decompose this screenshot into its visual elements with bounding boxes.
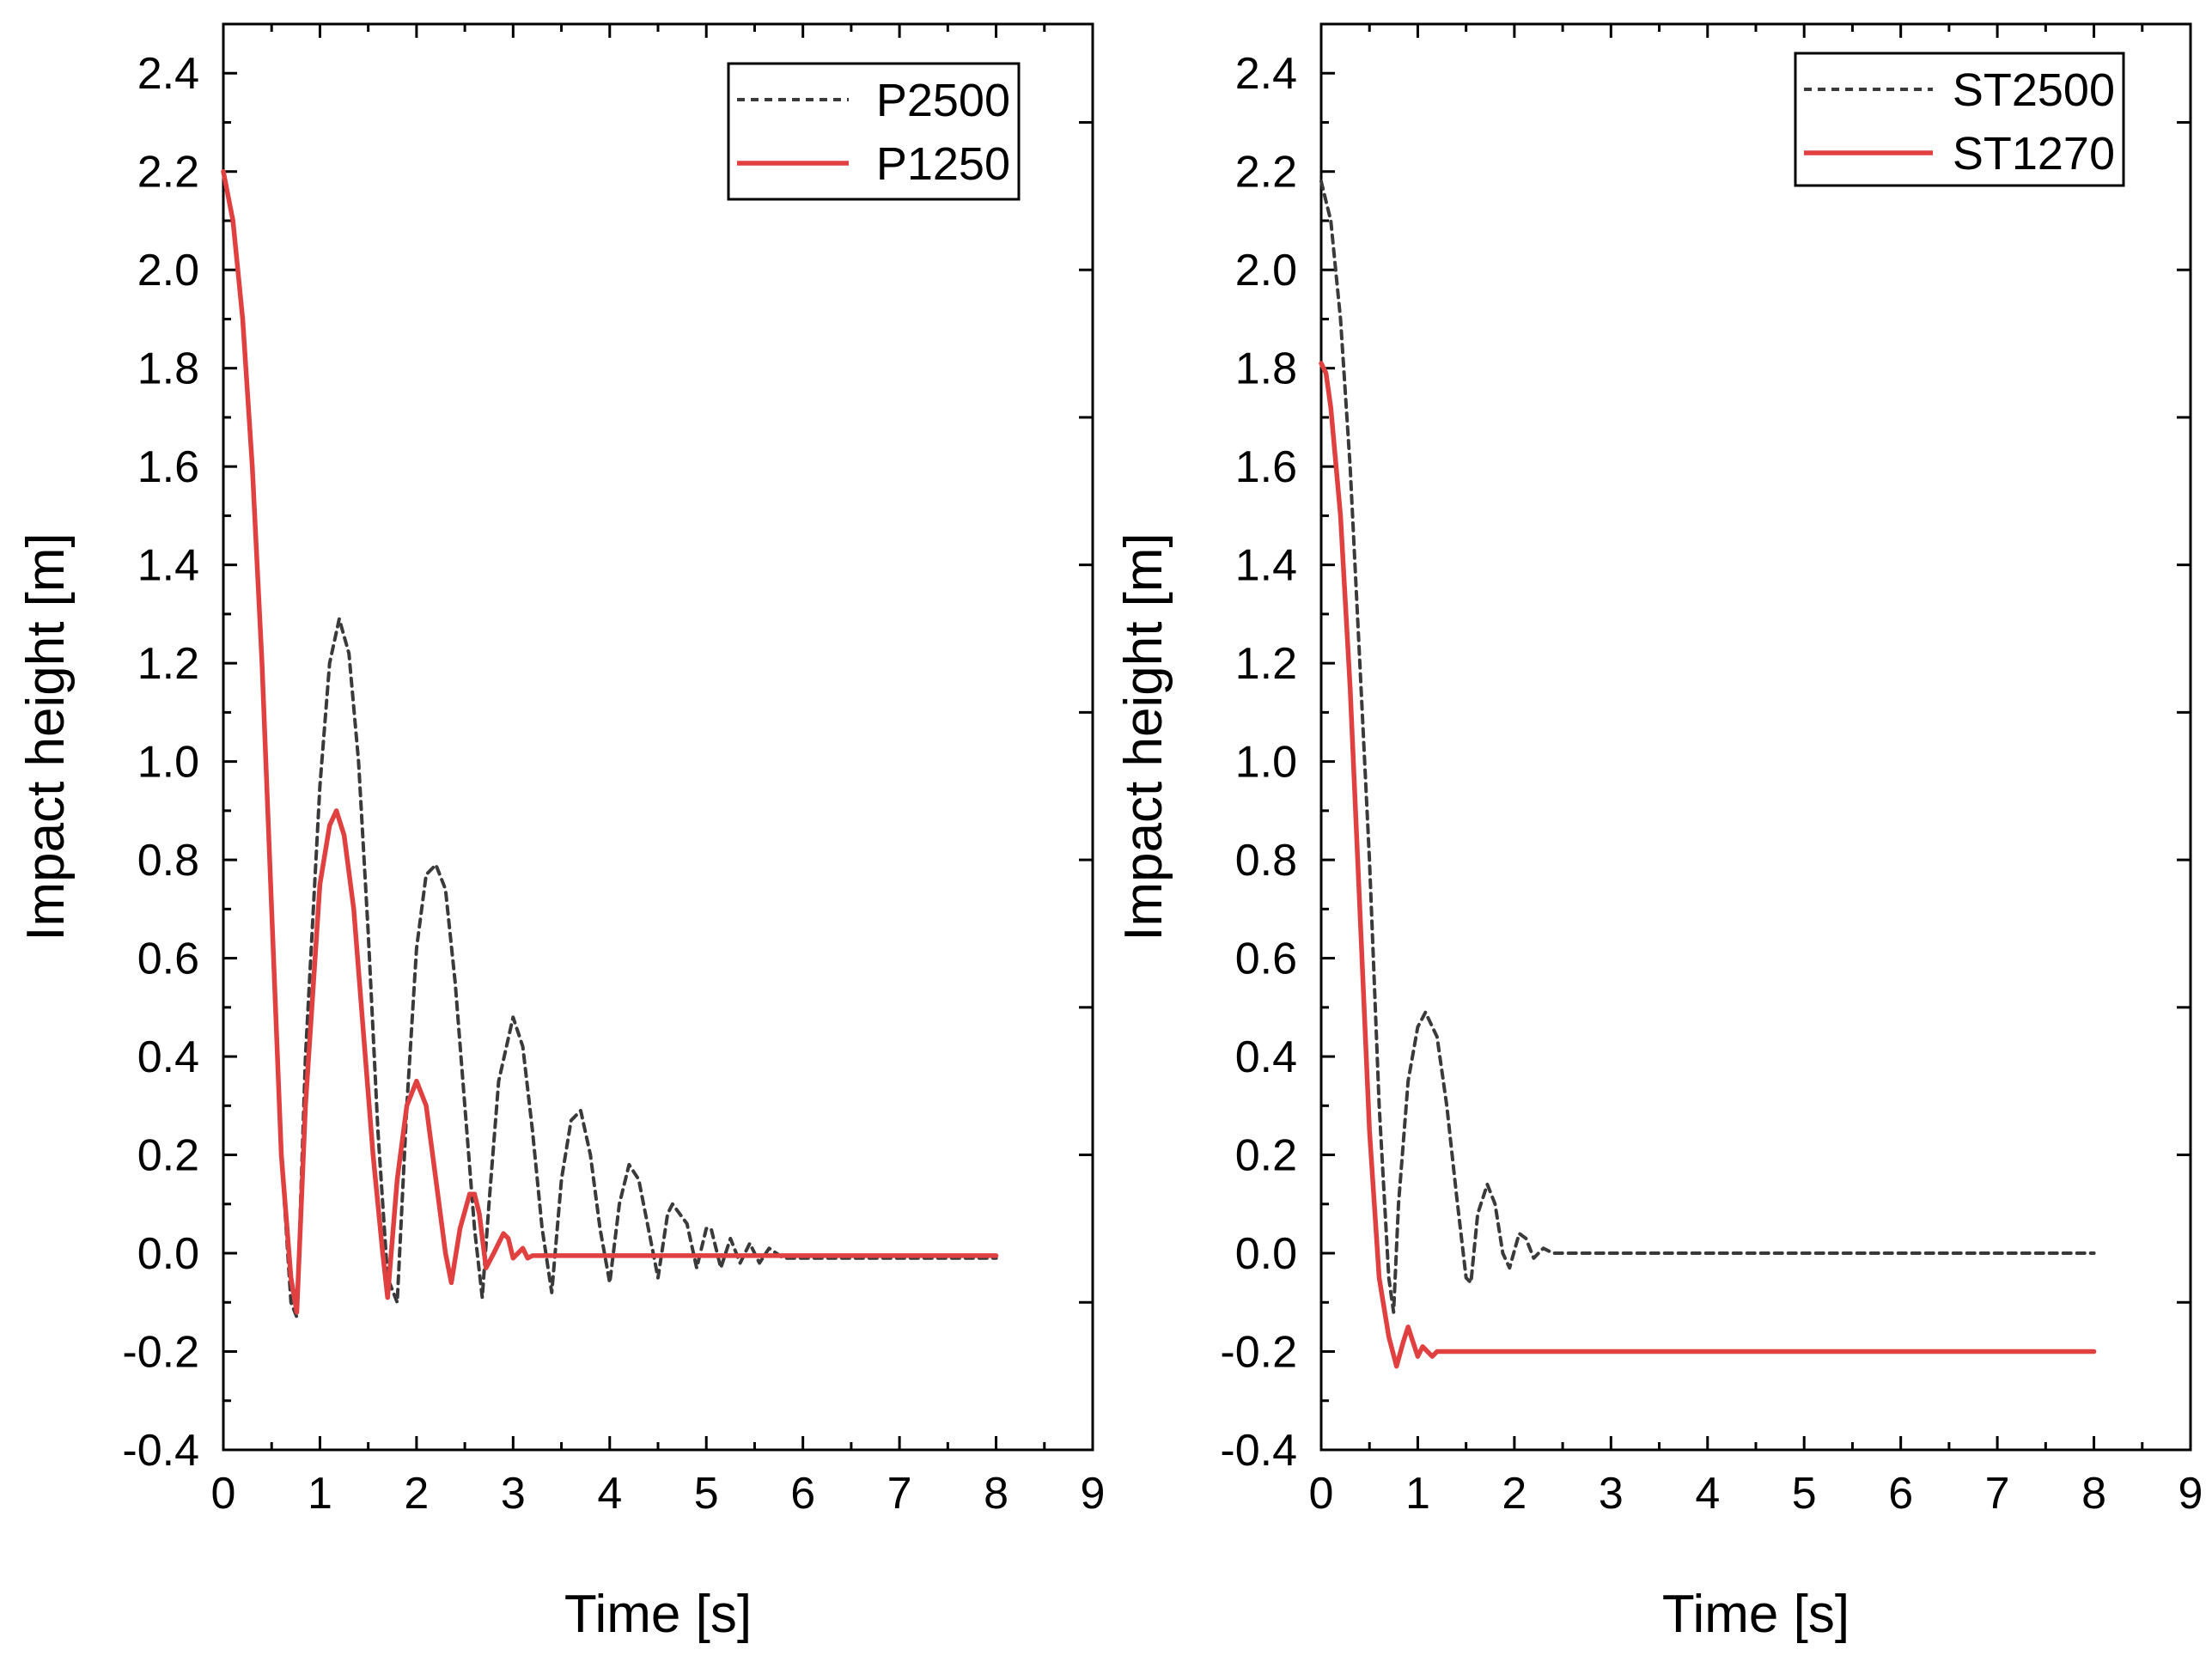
right-y-tick-label: 1.8 — [1235, 344, 1297, 394]
left-x-tick-label: 3 — [501, 1469, 526, 1519]
left-y-tick-label: 1.8 — [137, 344, 199, 394]
right-y-tick-label: -0.4 — [1220, 1426, 1297, 1476]
left-y-tick-label: -0.2 — [122, 1328, 199, 1378]
right-x-tick-label: 3 — [1599, 1469, 1624, 1519]
right-y-tick-label: 2.4 — [1235, 49, 1297, 99]
right-chart-panel: 0 1 2 3 4 5 6 7 8 9 -0.4 -0.2 0.0 0.2 0.4 0.6 0.8 1.0 1.2 1… — [1114, 22, 2203, 1644]
left-legend-label-p1250: P1250 — [876, 138, 1010, 190]
left-y-tick-label: 1.6 — [137, 442, 199, 492]
left-y-tick-label: 0.6 — [137, 935, 199, 984]
right-legend-box — [1794, 52, 2125, 187]
right-series-st1270-line — [1319, 361, 2097, 1369]
right-y-tick-label: 1.0 — [1235, 738, 1297, 788]
left-x-tick-label: 0 — [211, 1469, 236, 1519]
right-x-tick-label: 8 — [2081, 1469, 2106, 1519]
left-x-tick-label: 6 — [790, 1469, 815, 1519]
right-x-axis-title: Time [s] — [1662, 1585, 1849, 1644]
right-y-tick-label: 0.8 — [1235, 836, 1297, 886]
right-y-tick-label: 0.6 — [1235, 935, 1297, 984]
left-chart-panel: 0 1 2 3 4 5 6 7 8 9 -0.4 -0.2 0.0 0.2 0.4 0.6 0.8 1.0 1.2 1… — [16, 22, 1106, 1644]
left-series-p2500-line — [222, 169, 998, 1319]
right-x-tick-label: 2 — [1502, 1469, 1526, 1519]
right-y-tick-label: 0.0 — [1235, 1229, 1297, 1279]
left-legend-box — [727, 62, 1021, 201]
left-x-tick-label: 5 — [694, 1469, 719, 1519]
left-y-tick-label: 2.4 — [137, 49, 199, 99]
left-y-axis-title: Impact height [m] — [16, 533, 76, 941]
left-y-tick-label: 1.0 — [137, 738, 199, 788]
left-y-tick-label: 1.4 — [137, 541, 199, 591]
right-x-tick-label: 1 — [1405, 1469, 1430, 1519]
right-y-tick-label: 1.4 — [1235, 541, 1297, 591]
left-y-tick-label: 0.4 — [137, 1032, 199, 1082]
left-legend-label-p2500: P2500 — [876, 75, 1010, 126]
right-series-st2500-line — [1319, 180, 2096, 1314]
left-y-tick-label: 0.2 — [137, 1131, 199, 1181]
left-series-p1250-line — [221, 168, 999, 1315]
right-x-tick-label: 0 — [1309, 1469, 1334, 1519]
right-x-tick-label: 7 — [1985, 1469, 2010, 1519]
right-x-tick-label: 4 — [1695, 1469, 1720, 1519]
left-x-tick-label: 8 — [984, 1469, 1009, 1519]
right-y-tick-label: 1.6 — [1235, 442, 1297, 492]
right-legend-label-st1270: ST1270 — [1953, 128, 2115, 180]
left-y-tick-label: 2.0 — [137, 246, 199, 295]
right-y-axis-title: Impact height [m] — [1114, 533, 1173, 941]
left-x-axis-title: Time [s] — [564, 1585, 752, 1644]
right-x-tick-label: 9 — [2178, 1469, 2203, 1519]
right-y-tick-label: 1.2 — [1235, 639, 1297, 689]
left-x-tick-label: 7 — [887, 1469, 912, 1519]
right-x-tick-label: 6 — [1888, 1469, 1913, 1519]
left-x-tick-label: 4 — [597, 1469, 622, 1519]
right-y-tick-label: 2.0 — [1235, 246, 1297, 295]
right-x-tick-label: 5 — [1792, 1469, 1817, 1519]
right-y-tick-label: 2.2 — [1235, 148, 1297, 198]
right-y-tick-label: 0.2 — [1235, 1131, 1297, 1181]
right-y-tick-label: 0.4 — [1235, 1032, 1297, 1082]
left-x-tick-label: 9 — [1081, 1469, 1106, 1519]
left-y-tick-label: 2.2 — [137, 148, 199, 198]
left-x-tick-label: 2 — [404, 1469, 429, 1519]
left-y-tick-label: 0.0 — [137, 1229, 199, 1279]
right-y-tick-label: -0.2 — [1220, 1328, 1297, 1378]
right-legend-label-st2500: ST2500 — [1953, 64, 2115, 116]
left-x-tick-label: 1 — [308, 1469, 332, 1519]
left-y-tick-label: -0.4 — [122, 1426, 199, 1476]
left-y-tick-label: 1.2 — [137, 639, 199, 689]
left-y-tick-label: 0.8 — [137, 836, 199, 886]
